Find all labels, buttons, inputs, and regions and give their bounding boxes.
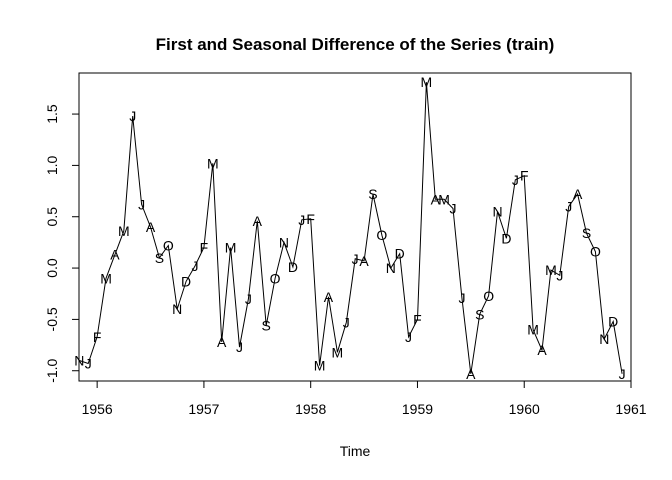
chart-title: First and Seasonal Difference of the Ser… [156,35,555,54]
point-label: D [181,273,191,289]
point-label: J [245,291,252,307]
point-label: J [405,329,412,345]
point-label: J [192,258,199,274]
point-label: J [565,198,572,214]
point-label: J [556,267,563,283]
point-label: J [352,251,359,267]
y-tick-label: 1.0 [44,155,60,175]
point-label: M [545,262,557,278]
point-label: M [527,322,539,338]
point-label: A [431,191,441,207]
point-label: O [590,244,601,260]
point-label: J [298,212,305,228]
point-label: N [74,352,84,368]
y-tick-label: 0.0 [44,258,60,278]
point-label: J [343,314,350,330]
x-axis: 1956 1957 1958 1959 1960 1961 [82,380,647,417]
point-label: O [483,288,494,304]
point-label: M [118,223,130,239]
x-tick-label: 1961 [615,401,646,417]
point-label: A [146,219,156,235]
point-label: O [163,237,174,253]
point-label: A [573,186,583,202]
point-label: F [306,211,315,227]
y-tick-label: -0.5 [44,307,60,331]
x-tick-label: 1960 [509,401,540,417]
plot-frame [78,72,632,382]
y-tick-label: 0.5 [44,207,60,227]
point-label: S [155,250,164,266]
point-label: J [129,108,136,124]
point-label: J [138,196,145,212]
point-label: A [537,342,547,358]
point-label: D [288,259,298,275]
point-label: F [413,311,422,327]
point-label: A [253,213,263,229]
point-label: N [599,331,609,347]
point-label: M [438,191,450,207]
point-label: S [262,318,271,334]
point-label: J [85,356,92,372]
point-label: F [200,240,209,256]
point-label: S [475,306,484,322]
point-label: D [608,313,618,329]
point-label: J [458,290,465,306]
point-label: J [450,201,457,217]
point-label: S [582,225,591,241]
y-tick-label: 1.5 [44,104,60,124]
x-tick-label: 1957 [188,401,219,417]
point-label: F [93,329,102,345]
point-label: F [520,168,529,184]
point-label: A [466,366,476,382]
y-axis: -1.0 -0.5 0.0 0.5 1.0 1.5 [44,104,80,383]
x-tick-label: 1959 [402,401,433,417]
x-axis-label: Time [340,443,371,459]
point-label: M [207,155,219,171]
point-label: N [492,204,502,220]
point-label: M [314,358,326,374]
point-label: A [359,253,369,269]
point-label: M [100,270,112,286]
y-tick-label: -1.0 [44,358,60,382]
point-label: J [236,339,243,355]
point-label: N [386,260,396,276]
point-label: N [279,234,289,250]
point-label: O [376,227,387,243]
point-label: A [110,247,120,263]
point-label: O [270,270,281,286]
point-label: M [225,240,237,256]
point-label: D [501,230,511,246]
series-line [79,82,623,374]
point-label: M [332,344,344,360]
point-label: S [368,186,377,202]
point-label: D [395,246,405,262]
point-label: A [217,334,227,350]
point-label: A [324,289,334,305]
x-tick-label: 1958 [295,401,326,417]
point-label: J [512,172,519,188]
point-label: M [421,74,433,90]
x-tick-label: 1956 [82,401,113,417]
point-label: N [172,301,182,317]
point-label: J [619,366,626,382]
